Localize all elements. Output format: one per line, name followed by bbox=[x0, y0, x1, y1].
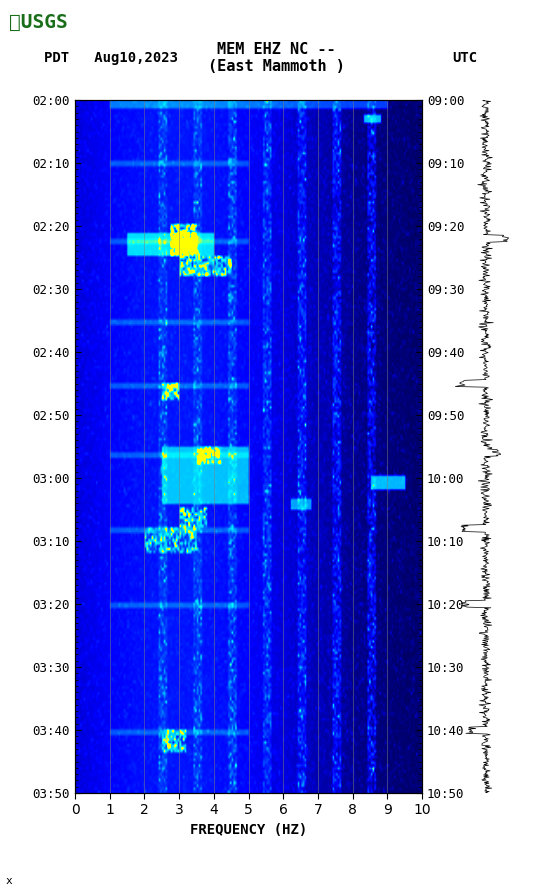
Text: ⬛USGS: ⬛USGS bbox=[9, 13, 67, 32]
Text: x: x bbox=[6, 876, 12, 886]
Text: PDT   Aug10,2023: PDT Aug10,2023 bbox=[44, 51, 178, 65]
Text: (East Mammoth ): (East Mammoth ) bbox=[208, 60, 344, 74]
Text: UTC: UTC bbox=[453, 51, 478, 65]
Text: MEM EHZ NC --: MEM EHZ NC -- bbox=[217, 42, 335, 56]
X-axis label: FREQUENCY (HZ): FREQUENCY (HZ) bbox=[190, 823, 307, 837]
